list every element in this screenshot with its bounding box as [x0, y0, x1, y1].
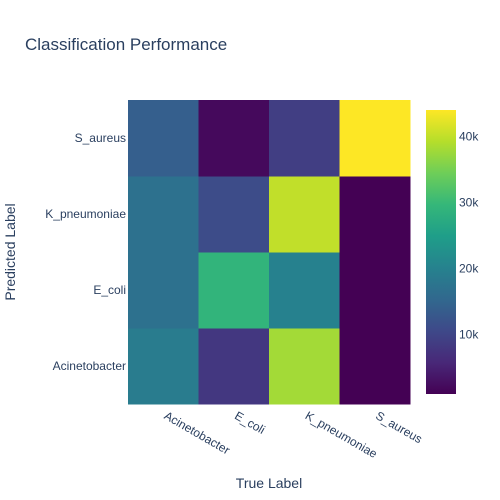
x-axis-title: True Label: [236, 475, 302, 491]
heatmap-cell: [339, 328, 411, 405]
heatmap-cells: [128, 100, 411, 405]
heatmap-cell: [269, 252, 340, 329]
heatmap-cell: [128, 252, 199, 329]
heatmap-cell: [198, 328, 270, 405]
y-tick-label: Acinetobacter: [53, 359, 126, 373]
heatmap-cell: [339, 100, 411, 177]
heatmap-cell: [128, 176, 199, 253]
heatmap-cell: [198, 252, 270, 329]
heatmap-cell: [339, 176, 411, 253]
x-tick-label: E_coli: [232, 408, 267, 436]
heatmap-cell: [198, 176, 270, 253]
y-tick-label: K_pneumoniae: [45, 207, 126, 221]
chart-title: Classification Performance: [25, 35, 227, 54]
y-axis-title: Predicted Label: [2, 203, 18, 300]
colorbar-tick-label: 30k: [459, 195, 479, 209]
heatmap-cell: [128, 100, 199, 177]
y-axis-ticks: Acinetobacter E_coli K_pneumoniae S_aureus: [45, 131, 126, 373]
colorbar-tick-label: 20k: [459, 262, 479, 276]
x-tick-label: Acinetobacter: [162, 408, 233, 457]
y-tick-label: S_aureus: [75, 131, 126, 145]
x-tick-label: K_pneumoniae: [303, 408, 380, 461]
colorbar-tick-label: 10k: [459, 328, 479, 342]
heatmap-cell: [269, 100, 340, 177]
heatmap-cell: [269, 328, 340, 405]
colorbar-tick-label: 40k: [459, 129, 479, 143]
heatmap-cell: [269, 176, 340, 253]
colorbar-ticks: 10k 20k 30k 40k: [459, 129, 479, 341]
y-tick-label: E_coli: [93, 283, 126, 297]
heatmap-cell: [128, 328, 199, 405]
x-tick-label: S_aureus: [373, 408, 424, 446]
heatmap-cell: [339, 252, 411, 329]
colorbar: [426, 110, 456, 394]
heatmap-cell: [198, 100, 270, 177]
